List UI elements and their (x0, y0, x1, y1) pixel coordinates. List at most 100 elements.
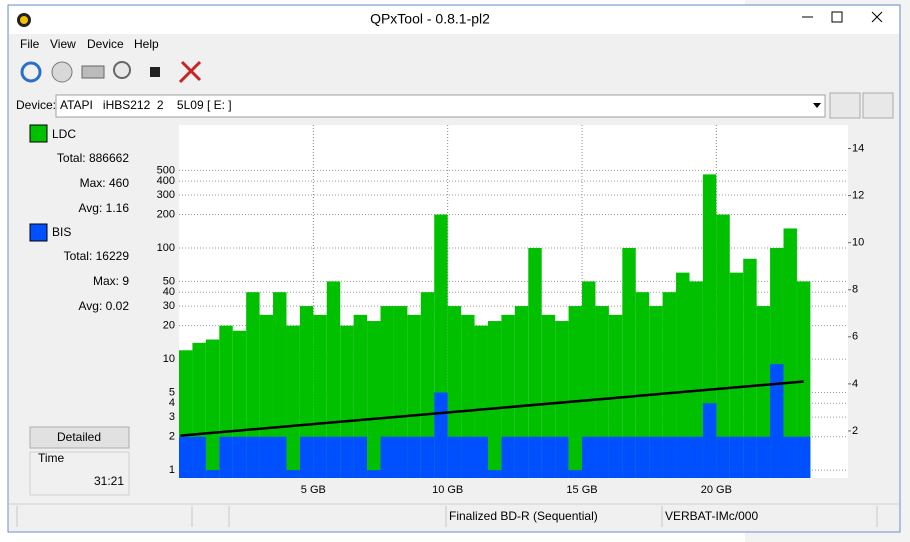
y-tick-label: 10 (163, 353, 175, 365)
bar (796, 436, 811, 478)
bar (420, 292, 435, 478)
bar (702, 174, 717, 478)
close-button[interactable] (871, 11, 883, 23)
y-tick-label: 400 (157, 175, 175, 187)
bar (796, 281, 811, 478)
bar (179, 436, 193, 478)
bar (326, 281, 341, 478)
bar (635, 436, 650, 478)
detailed-button[interactable] (29, 426, 130, 449)
bis-avg: Avg: 0.02 (79, 299, 130, 313)
drive-icon[interactable] (81, 65, 105, 79)
bar (205, 339, 220, 478)
status-text: VERBAT-IMc/000 (665, 509, 758, 523)
bis-total: Total: 16229 (64, 249, 130, 263)
disc-icon[interactable] (51, 61, 73, 83)
bar (461, 436, 475, 478)
bar (783, 228, 797, 478)
bar (783, 436, 797, 478)
bar (716, 214, 730, 478)
bar (595, 306, 609, 478)
bar (353, 436, 368, 478)
bis-swatch (29, 223, 48, 242)
y-tick-label: 3 (169, 411, 175, 423)
ldc-avg: Avg: 1.16 (79, 201, 130, 215)
menu-item[interactable]: View (50, 37, 76, 51)
combo-arrow (813, 103, 821, 108)
lock-button[interactable] (862, 92, 894, 119)
bar (689, 436, 703, 478)
bis-max: Max: 9 (93, 274, 129, 288)
bar (662, 436, 677, 478)
bar (259, 436, 274, 478)
ldc-swatch (29, 124, 48, 143)
bar (770, 364, 784, 478)
bar (743, 436, 757, 478)
bar (582, 281, 596, 478)
menu-item[interactable]: Device (87, 37, 124, 51)
y2-tick-label: 14 (852, 142, 864, 154)
bar (743, 258, 757, 478)
bar (487, 321, 502, 478)
bar (649, 306, 663, 478)
x-tick-label: 5 GB (301, 484, 326, 496)
bar (676, 436, 690, 478)
bar (434, 392, 448, 478)
bar (676, 272, 690, 478)
scan-icon[interactable] (113, 61, 131, 79)
bar (407, 436, 421, 478)
detailed-label: Detailed (57, 430, 101, 444)
menu-item[interactable]: File (20, 37, 40, 51)
bar (528, 247, 542, 478)
bar (340, 436, 354, 478)
maximize-button[interactable] (831, 11, 843, 23)
y-tick-label: 50 (163, 275, 175, 287)
bar (622, 436, 636, 478)
bar (716, 436, 730, 478)
bar (555, 436, 569, 478)
device-value: ATAPI iHBS212 2 5L09 [ E: ] (60, 98, 232, 112)
ldc-name: LDC (52, 127, 76, 141)
bar (447, 436, 462, 478)
refresh-icon[interactable] (20, 61, 42, 83)
bar (232, 436, 247, 478)
window-title: QPxTool - 0.8.1-pl2 (370, 11, 490, 27)
y2-tick-label: 4 (852, 378, 858, 390)
bar (192, 436, 206, 478)
bar (326, 436, 341, 478)
bar (246, 436, 260, 478)
status-dividers (16, 506, 878, 527)
bar (729, 272, 744, 478)
y-tick-label: 5 (169, 386, 175, 398)
bar (246, 292, 260, 478)
y2-tick-label: 12 (852, 190, 864, 202)
device-combo[interactable] (55, 94, 826, 118)
y2-tick-label: 6 (852, 331, 858, 343)
bar (299, 436, 314, 478)
bar (367, 470, 381, 478)
menu-item[interactable]: Help (134, 37, 159, 51)
bar (273, 292, 287, 478)
y-tick-label: 20 (163, 320, 175, 332)
y-tick-label: 500 (157, 164, 175, 176)
plot: 5 GB 10 GB 15 GB 20 GB123451020304050100200… (157, 125, 864, 496)
bar (514, 436, 529, 478)
bar (635, 292, 650, 478)
bar (756, 436, 771, 478)
y-tick-label: 2 (169, 431, 175, 443)
bar (286, 325, 300, 478)
eject-button[interactable] (829, 92, 861, 119)
bar (702, 403, 717, 478)
settings-icon[interactable] (178, 60, 202, 84)
x-tick-label: 15 GB (566, 484, 597, 496)
bar (219, 436, 233, 478)
y2-tick-label: 10 (852, 237, 864, 249)
stop-icon[interactable] (150, 67, 160, 77)
time-value: 31:21 (94, 474, 124, 488)
time-box (29, 451, 130, 496)
bar (568, 470, 583, 478)
device-label: Device: (16, 98, 56, 112)
ldc-total: Total: 886662 (57, 151, 129, 165)
bar (528, 436, 542, 478)
